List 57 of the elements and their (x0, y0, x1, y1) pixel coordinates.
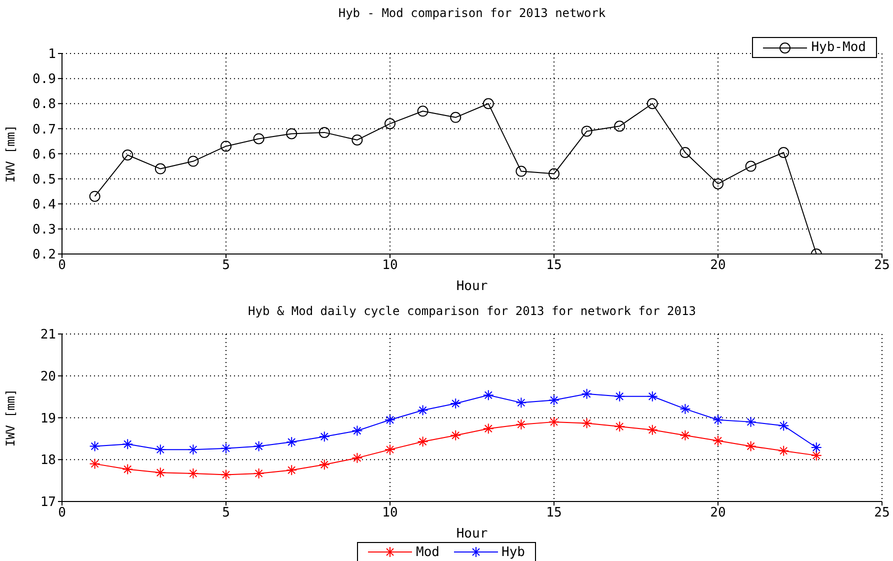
x-tick-label: 10 (382, 258, 398, 274)
point (417, 106, 428, 117)
x-tick-label: 20 (710, 258, 726, 274)
y-tick-label: 0.2 (32, 248, 56, 263)
y-tick-label: 0.8 (32, 97, 56, 112)
x-tick-label: 5 (222, 258, 230, 274)
point (220, 140, 232, 152)
y-tick-label: 0.9 (32, 72, 56, 88)
y-axis-title: IWV [mm] (3, 124, 18, 183)
x-tick-label: 5 (222, 506, 230, 521)
x-axis-title: Hour (456, 279, 488, 294)
point (581, 126, 592, 137)
chart-title: Hyb - Mod comparison for 2013 network (337, 5, 607, 22)
point (516, 166, 527, 177)
x-tick-label: 15 (546, 506, 562, 521)
legend-label: Mod (415, 544, 440, 560)
x-tick-label: 25 (874, 258, 890, 274)
y-tick-label: 0.4 (32, 197, 56, 212)
point (89, 190, 100, 202)
x-tick-label: 15 (546, 258, 562, 274)
chart-title: Hyb & Mod daily cycle comparison for 2013 for network for 2013 (247, 303, 697, 320)
x-tick-label: 0 (58, 258, 66, 274)
point (680, 146, 691, 158)
y-axis-title: IWV [mm] (3, 388, 18, 447)
point (122, 150, 134, 161)
point (614, 120, 626, 132)
x-tick-label: 20 (710, 506, 726, 521)
legend-label: Hyb-Mod (810, 40, 866, 55)
point (482, 98, 494, 110)
point (318, 126, 330, 138)
point (548, 168, 560, 180)
point (450, 112, 462, 123)
point (154, 163, 166, 174)
x-axis-title: Hour (456, 526, 488, 542)
x-tick-label: 10 (382, 506, 398, 521)
point (352, 134, 363, 146)
point (712, 178, 724, 190)
legend-label: Hyb (500, 544, 525, 560)
point (745, 160, 756, 172)
y-tick-label: 17 (40, 495, 56, 510)
x-tick-label: 0 (58, 506, 66, 521)
point (188, 156, 199, 167)
x-tick-label: 25 (874, 506, 890, 521)
y-tick-label: 0.5 (32, 172, 56, 188)
y-tick-label: 20 (40, 369, 56, 384)
y-tick-label: 0.6 (32, 147, 56, 162)
y-tick-label: 0.3 (32, 222, 56, 238)
point (778, 146, 790, 158)
y-tick-label: 1 (48, 47, 56, 62)
point (384, 118, 396, 130)
point (253, 133, 264, 144)
y-tick-label: 19 (40, 411, 56, 426)
point (646, 98, 658, 110)
point (286, 128, 298, 140)
y-tick-label: 18 (40, 453, 56, 468)
y-tick-label: 0.7 (32, 122, 56, 138)
y-tick-label: 21 (40, 328, 56, 343)
